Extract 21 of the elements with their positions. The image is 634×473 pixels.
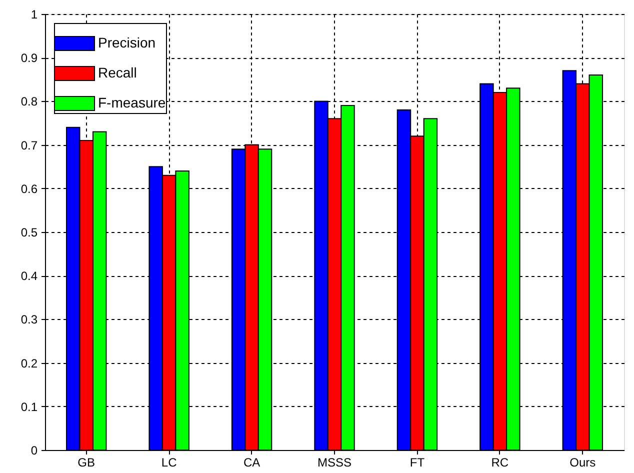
y-tick-label: 0.4 <box>20 269 38 284</box>
y-tick-label: 0.2 <box>20 356 38 370</box>
x-tick-label: Ours <box>570 456 596 470</box>
y-tick-label: 0.5 <box>20 226 38 240</box>
y-tick-label: 0 <box>30 444 38 458</box>
x-tick-label: MSSS <box>317 456 352 470</box>
y-tick-label: 0.3 <box>20 312 38 327</box>
legend-label: Precision <box>98 34 156 50</box>
y-tick-label: 1 <box>30 8 38 22</box>
legend-label: F-measure <box>98 94 166 110</box>
x-tick-label: GB <box>78 456 96 470</box>
y-tick-label: 0.1 <box>20 400 38 414</box>
x-tick-label: FT <box>410 456 426 470</box>
y-tick-label: 0.7 <box>20 138 38 152</box>
x-tick-label: RC <box>491 456 509 470</box>
y-tick-label: 0.9 <box>20 51 38 66</box>
y-tick-label: 0.8 <box>20 94 38 109</box>
y-tick-label: 0.6 <box>20 182 38 196</box>
x-tick-label: LC <box>161 456 178 470</box>
legend-label: Recall <box>98 64 137 80</box>
x-tick-label: CA <box>243 456 260 470</box>
